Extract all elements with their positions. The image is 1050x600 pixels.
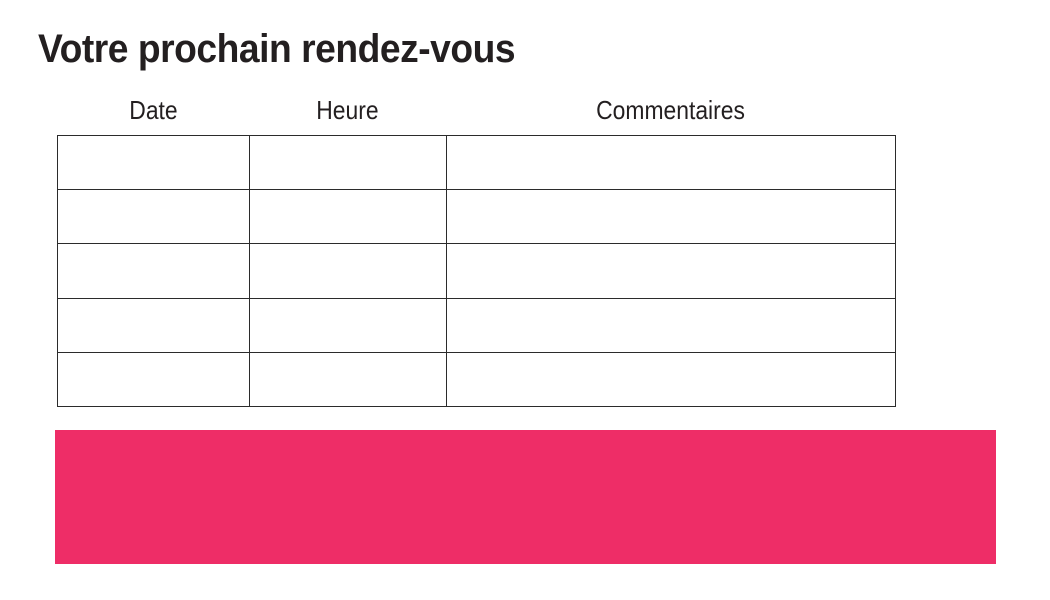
appointments-table-body xyxy=(57,134,896,408)
column-header-commentaires-label: Commentaires xyxy=(596,94,745,125)
table-row xyxy=(57,134,896,191)
column-header-commentaires: Commentaires xyxy=(446,90,895,130)
table-cell xyxy=(446,297,896,353)
column-header-date-label: Date xyxy=(128,94,178,125)
table-cell xyxy=(57,297,250,353)
table-row xyxy=(57,189,896,245)
table-cell xyxy=(249,243,447,299)
table-cell xyxy=(249,297,447,353)
table-cell xyxy=(446,189,896,245)
table-cell xyxy=(57,189,250,245)
table-cell xyxy=(446,351,896,408)
table-cell xyxy=(446,134,896,191)
table-row xyxy=(57,351,896,408)
appointments-table xyxy=(57,134,896,408)
column-header-heure: Heure xyxy=(249,90,446,130)
table-cell xyxy=(249,134,447,191)
table-cell xyxy=(57,243,250,299)
pink-banner xyxy=(55,430,996,564)
table-header-row: Date Heure Commentaires xyxy=(57,90,895,130)
table-cell xyxy=(57,351,250,408)
table-cell xyxy=(249,351,447,408)
table-cell xyxy=(57,134,250,191)
column-header-heure-label: Heure xyxy=(316,94,379,125)
column-header-date: Date xyxy=(57,90,249,130)
page-title: Votre prochain rendez-vous xyxy=(38,27,516,71)
table-cell xyxy=(249,189,447,245)
table-row xyxy=(57,297,896,353)
table-cell xyxy=(446,243,896,299)
table-row xyxy=(57,243,896,299)
